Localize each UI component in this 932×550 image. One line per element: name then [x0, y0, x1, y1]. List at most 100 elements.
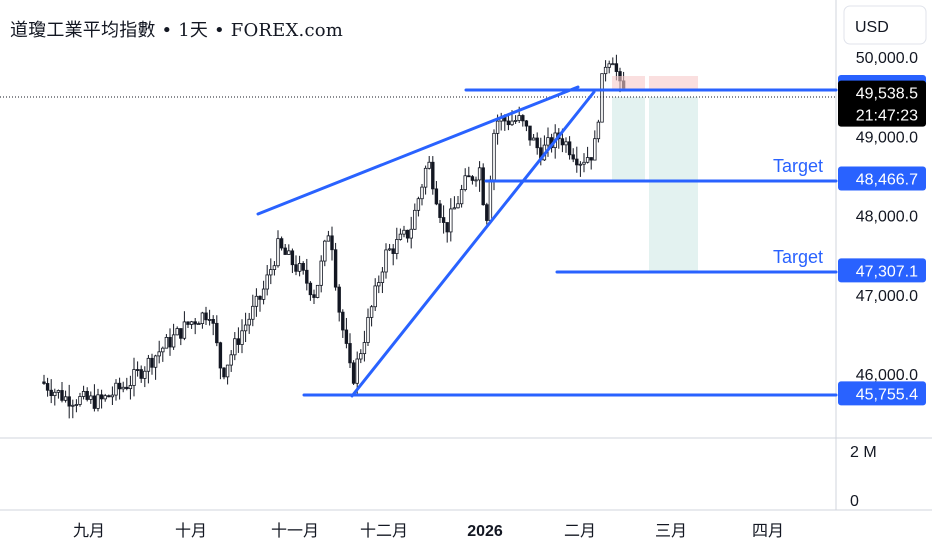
- candle: [402, 225, 406, 238]
- candle: [56, 389, 61, 399]
- candle-body: [236, 338, 241, 345]
- candle: [247, 312, 251, 334]
- candle: [380, 267, 385, 294]
- candle: [171, 323, 176, 350]
- candle: [233, 332, 237, 361]
- candle: [524, 120, 529, 132]
- candle-body: [463, 175, 467, 191]
- candle: [200, 311, 205, 329]
- candle-body: [575, 158, 579, 166]
- candle: [521, 114, 525, 127]
- candle: [319, 255, 323, 293]
- candle: [571, 148, 575, 163]
- candle-body: [186, 321, 190, 325]
- candle-body: [179, 328, 183, 339]
- candle: [312, 289, 316, 304]
- time-tick-4: 2026: [467, 523, 503, 540]
- candle: [135, 361, 140, 377]
- target-annotation-2: Target: [773, 247, 823, 267]
- price-labels: 49,621.748,466.747,307.145,755.449,538.5…: [838, 74, 926, 406]
- candle: [434, 181, 439, 206]
- candle-body: [434, 188, 439, 205]
- candle-body: [96, 394, 100, 409]
- candle-body: [405, 229, 410, 239]
- candle-body: [161, 347, 165, 353]
- candle: [341, 309, 345, 338]
- candle-body: [283, 247, 287, 255]
- price-label-box-3: [838, 381, 926, 406]
- candle: [567, 136, 572, 160]
- candle: [146, 354, 151, 384]
- candle: [423, 165, 428, 195]
- candlestick-series: [42, 54, 626, 419]
- candle: [49, 379, 53, 404]
- candle: [297, 255, 302, 277]
- candle: [225, 364, 230, 385]
- candle-body: [301, 263, 305, 271]
- price-tick-2: 48,000.0: [856, 209, 918, 226]
- trendlines[interactable]: [256, 85, 838, 398]
- time-tick-3: 十二月: [360, 522, 408, 540]
- candle-body: [495, 120, 500, 134]
- candle: [114, 379, 118, 401]
- candle: [261, 280, 266, 305]
- candle: [211, 315, 215, 336]
- resistance-trendline[interactable]: [256, 85, 580, 216]
- candle: [121, 381, 125, 393]
- candle: [290, 248, 295, 274]
- candle: [351, 360, 356, 385]
- candle-body: [175, 328, 179, 336]
- candle-body: [153, 355, 158, 368]
- candle-body: [600, 73, 604, 123]
- candle: [420, 184, 424, 206]
- candle-body: [341, 311, 345, 331]
- volume-tick-2m: 2 M: [850, 444, 877, 461]
- candle-body: [139, 369, 143, 379]
- candle-body: [438, 203, 442, 218]
- candle: [470, 175, 475, 185]
- candle-body: [395, 239, 399, 254]
- candle-body: [409, 228, 413, 239]
- candle-body: [467, 175, 471, 178]
- candle: [182, 311, 187, 341]
- candle: [348, 333, 352, 369]
- candle-body: [477, 167, 482, 181]
- candle: [107, 394, 111, 398]
- candle-body: [261, 288, 266, 300]
- candle-body: [89, 395, 93, 400]
- candle: [333, 242, 338, 291]
- candle: [222, 367, 226, 380]
- candle: [276, 230, 280, 268]
- candle-body: [258, 295, 262, 300]
- candle-body: [157, 351, 161, 357]
- chart-title: 道瓊工業平均指數 • 1天 • FOREX.com: [10, 20, 344, 41]
- candle: [117, 377, 122, 400]
- candle-body: [132, 369, 136, 386]
- candle-body: [524, 120, 529, 127]
- support-trendline[interactable]: [350, 90, 596, 398]
- candle: [413, 203, 417, 230]
- candle: [53, 388, 57, 406]
- candle-body: [449, 208, 453, 233]
- candle: [456, 195, 460, 209]
- candle-body: [607, 63, 611, 68]
- price-label-2: 47,307.1: [838, 258, 926, 283]
- candle-body: [276, 238, 280, 267]
- candle: [596, 119, 601, 143]
- candle: [427, 156, 431, 170]
- currency-box[interactable]: [843, 5, 927, 45]
- stop-zone-1: [612, 76, 645, 90]
- candle-body: [71, 404, 75, 407]
- candle: [99, 389, 104, 409]
- candle-body: [582, 161, 586, 165]
- candle: [71, 399, 75, 419]
- candle-body: [63, 396, 68, 401]
- candle-body: [413, 209, 417, 230]
- price-tick-0: 50,000.0: [856, 50, 918, 67]
- price-tick-3: 47,000.0: [856, 288, 918, 305]
- candle-body: [535, 137, 539, 149]
- candle: [593, 130, 597, 161]
- candle: [337, 284, 341, 322]
- candle-body: [513, 120, 518, 122]
